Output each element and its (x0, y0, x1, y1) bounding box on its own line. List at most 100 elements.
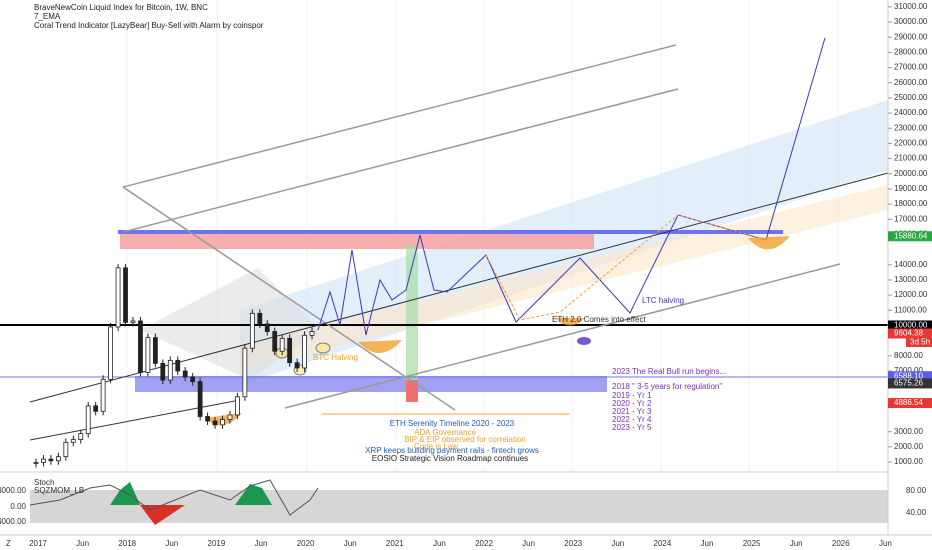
time-label: 2026 (832, 539, 850, 548)
time-label: 2025 (743, 539, 761, 548)
candle (205, 416, 210, 422)
candle (108, 326, 113, 380)
candle (48, 458, 54, 462)
price-badge-label: 10000.00 (894, 321, 928, 330)
annotation: XRP keeps building payment rails - finte… (365, 446, 539, 455)
candle (115, 267, 121, 328)
annotation: BTC Halving (313, 353, 358, 362)
annotation: 2020 - Yr 2 (612, 399, 652, 408)
price-tick-label: 2000.00 (894, 442, 923, 451)
candle (145, 337, 151, 373)
annotation: ETH 2.0 Comes into effect (552, 315, 646, 324)
candle (55, 456, 61, 462)
annotation: 2021 - Yr 3 (612, 407, 652, 416)
price-badge-label: 9604.38 (894, 329, 923, 338)
candle (160, 362, 166, 381)
price-tick-label: 13000.00 (894, 275, 928, 284)
price-tick-label: 19000.00 (894, 184, 928, 193)
price-badge (888, 378, 932, 389)
indicator-label: 7_EMA (34, 12, 61, 21)
oscillator-title: SQZMOM_LB (34, 486, 84, 495)
price-badge-label: 4886.54 (894, 398, 923, 407)
candle (182, 370, 188, 378)
oscillator-tick-label: -4000.00 (0, 517, 27, 526)
countdown-badge (906, 338, 932, 347)
cup (358, 340, 402, 354)
time-label: Jun (76, 539, 89, 548)
candle (70, 439, 76, 443)
price-tick-label: 18000.00 (894, 199, 928, 208)
candle (167, 359, 173, 381)
price-badge (888, 371, 932, 382)
candle (257, 312, 263, 325)
time-label: 2020 (297, 539, 315, 548)
candle (309, 331, 315, 336)
price-tick-label: 30000.00 (894, 17, 928, 26)
candle (85, 405, 91, 435)
price-tick-label: 11000.00 (894, 305, 927, 314)
annotation: ADA Governance (414, 428, 476, 437)
price-tick-label: 31000.00 (894, 2, 928, 11)
candle (294, 362, 300, 369)
price-axis (888, 0, 932, 550)
timezone-button[interactable]: Z (6, 539, 11, 548)
candle (235, 396, 240, 416)
candle (212, 420, 218, 426)
candle (78, 433, 84, 440)
candle (100, 378, 106, 412)
annotation: 2023 The Real Bull run begins... (612, 367, 726, 376)
candles (33, 263, 315, 468)
support-zone (135, 376, 607, 392)
time-label: Jun (790, 539, 803, 548)
annotation: BIP & EIP observed for correlation (404, 435, 526, 444)
time-label: 2024 (654, 539, 672, 548)
annotation: ETH Serenity Timeline 2020 - 2023 (390, 419, 515, 428)
trend-line (29, 172, 889, 403)
candle (272, 331, 278, 352)
price-tick-label: 28000.00 (894, 48, 928, 57)
price-tick-label: 1000.00 (894, 457, 923, 466)
time-label: Jun (344, 539, 357, 548)
oscillator-title: Stoch (34, 478, 54, 487)
candle (197, 381, 203, 417)
marker (406, 380, 418, 402)
price-tick-label: 25000.00 (894, 93, 928, 102)
candle (175, 359, 181, 372)
price-badge (888, 231, 932, 242)
time-label: Jun (701, 539, 714, 548)
candle (220, 419, 225, 426)
annotation: EOSIO Strategic Vision Roadmap continues (372, 454, 528, 463)
countdown-label: 3d 5h (910, 338, 930, 347)
momentum-up (110, 482, 272, 505)
price-tick-label: 17000.00 (894, 214, 928, 223)
candle (138, 320, 143, 373)
time-label: Jun (433, 539, 446, 548)
time-label: 2018 (118, 539, 136, 548)
candle (242, 347, 248, 398)
time-label: 2019 (208, 539, 226, 548)
price-tick-label: 26000.00 (894, 78, 928, 87)
candle (227, 414, 233, 420)
price-tick-label: 7000.00 (894, 366, 923, 375)
price-tick-label: 21000.00 (894, 154, 928, 163)
price-tick-label: 29000.00 (894, 32, 928, 41)
price-tick-label: 14000.00 (894, 260, 928, 269)
oscillator-tick-label: 40.00 (906, 508, 927, 517)
price-tick-label: 22000.00 (894, 139, 928, 148)
price-tick-label: 8000.00 (894, 351, 923, 360)
time-label: 2021 (386, 539, 404, 548)
annotation: 2019 - Yr 1 (612, 391, 652, 400)
price-tick-label: 12000.00 (894, 290, 928, 299)
resistance-zone (120, 233, 594, 249)
price-badge (888, 328, 932, 339)
candle (93, 405, 99, 412)
candle (33, 462, 39, 464)
time-label: Jun (879, 539, 892, 548)
candle (287, 337, 293, 364)
time-label: Jun (522, 539, 535, 548)
annotation: 2023 - Yr 5 (612, 423, 652, 432)
price-badge-label: 6588.10 (894, 371, 923, 380)
oscillator-tick-label: 80.00 (906, 486, 927, 495)
projection (317, 37, 826, 415)
chart-title: BraveNewCoin Liquid Index for Bitcoin, 1… (34, 3, 208, 12)
